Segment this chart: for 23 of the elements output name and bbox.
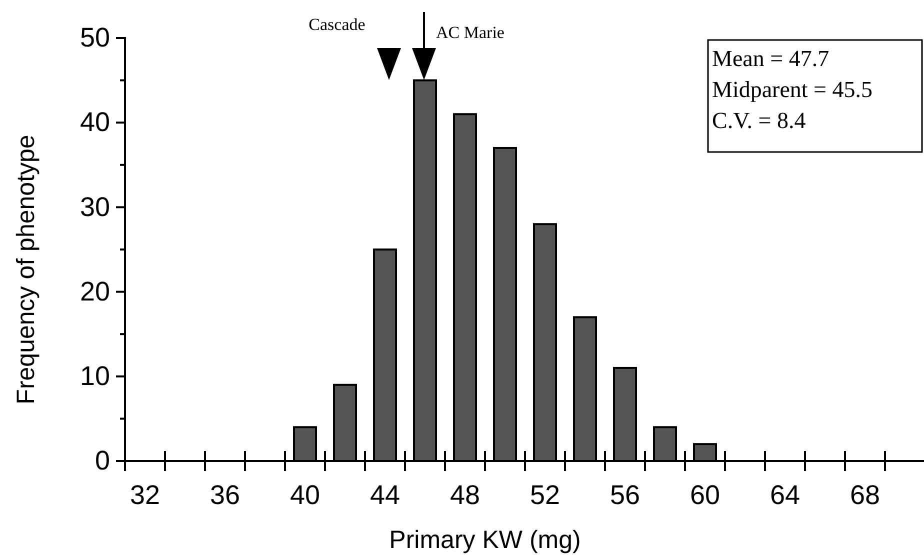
x-tick-label: 48 <box>450 480 480 510</box>
y-tick-label: 30 <box>80 192 110 222</box>
text: Cascade <box>308 15 366 34</box>
annotation: C.V. = 8.4 <box>712 108 806 133</box>
y-tick-label: 50 <box>80 22 110 53</box>
annotation: Midparent = 45.5 <box>712 77 873 102</box>
x-tick-label: 64 <box>770 480 800 510</box>
x-tick-label: 32 <box>130 480 160 510</box>
y-tick-label: 40 <box>80 107 110 138</box>
x-axis-title: Primary KW (mg) <box>389 526 581 554</box>
x-tick-label: 60 <box>690 480 720 510</box>
y-tick-label: 10 <box>80 361 110 392</box>
x-tick-label: 68 <box>850 480 880 510</box>
y-axis-title: Frequency of phenotype <box>12 134 40 404</box>
annotation: Mean = 47.7 <box>712 46 830 71</box>
x-tick-label: 40 <box>290 480 320 510</box>
y-tick-label: 20 <box>80 276 110 306</box>
x-tick-label: 36 <box>210 480 240 510</box>
x-tick-label: 56 <box>610 480 640 510</box>
y-tick-label: 0 <box>94 446 110 476</box>
annotation: AC Marie <box>436 23 504 42</box>
x-tick-label: 52 <box>530 480 560 510</box>
x-tick-label: 44 <box>370 480 400 510</box>
